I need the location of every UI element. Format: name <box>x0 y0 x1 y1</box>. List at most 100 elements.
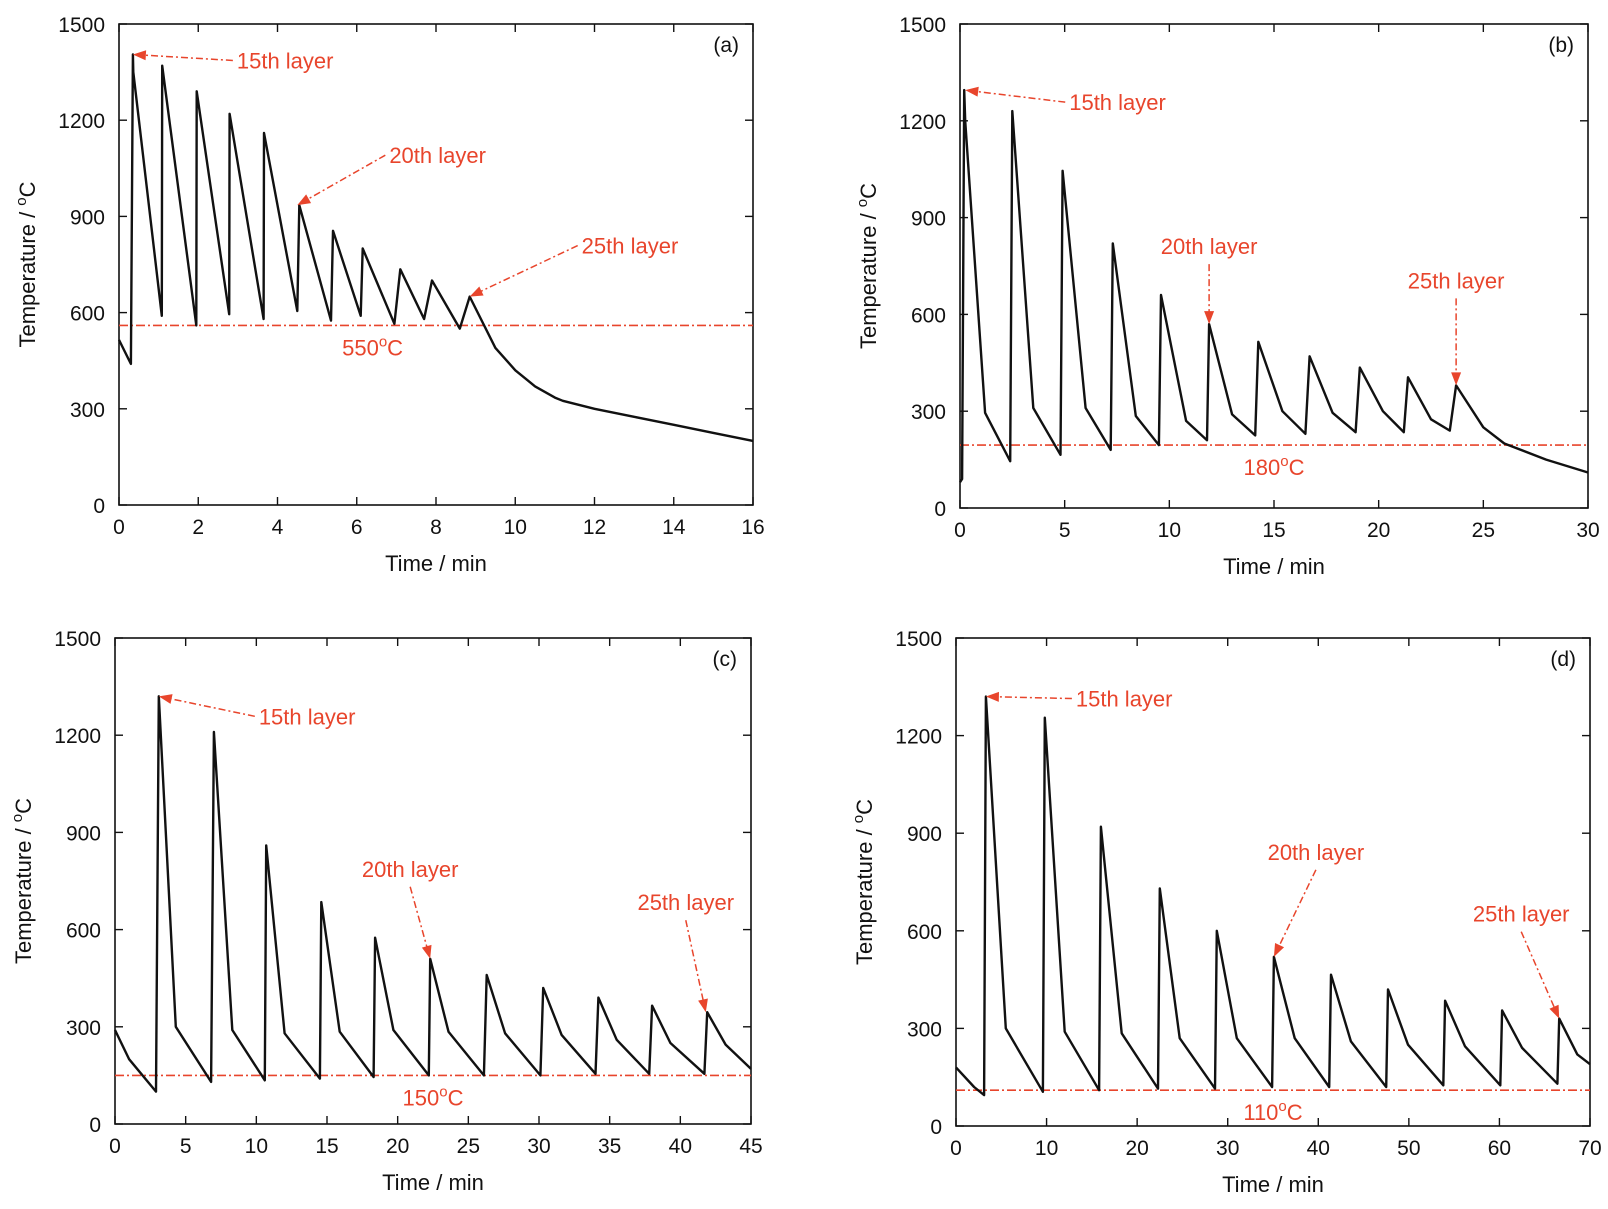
x-tick-label: 25 <box>1472 519 1495 542</box>
annotation-arrow-head <box>297 194 312 206</box>
annotation-label: 15th layer <box>237 48 334 73</box>
panel-label: (b) <box>1548 34 1574 57</box>
reference-label-value: 150 <box>403 1085 440 1110</box>
x-tick-label: 0 <box>109 1135 121 1158</box>
x-tick-label: 16 <box>741 516 764 539</box>
annotation-arrow-line <box>685 920 706 1009</box>
annotation-label: 20th layer <box>389 143 486 168</box>
plot-frame <box>114 637 752 1125</box>
x-tick-label: 50 <box>1397 1137 1420 1160</box>
annotation-arrow-head <box>1549 1004 1560 1019</box>
annotation-arrow-line <box>136 53 233 62</box>
y-axis-title: Temperature / oC <box>854 183 881 349</box>
reference-label-unit: C <box>448 1085 464 1110</box>
x-tick-label: 6 <box>351 516 363 539</box>
y-tick-label: 1500 <box>54 628 101 651</box>
reference-label: 550oC <box>342 333 403 360</box>
y-tick-label: 900 <box>70 206 105 229</box>
x-tick-label: 20 <box>386 1135 409 1158</box>
reference-label-sup: o <box>439 1083 447 1100</box>
x-tick-label: 30 <box>1576 519 1599 542</box>
annotation-arrow-line <box>300 154 386 204</box>
temperature-curve <box>117 53 754 443</box>
y-tick-label: 1500 <box>899 14 946 37</box>
y-axis-title-main: Temperature / <box>15 206 40 348</box>
annotation-label: 15th layer <box>259 704 356 729</box>
y-tick-label: 1200 <box>58 110 105 133</box>
plot-frame <box>955 637 1591 1127</box>
x-tick-label: 12 <box>583 516 606 539</box>
reference-label: 110oC <box>1243 1098 1302 1125</box>
x-tick-label: 4 <box>272 516 284 539</box>
reference-label-sup: o <box>379 333 387 350</box>
annotation-arrow-line <box>969 89 1066 103</box>
reference-label-unit: C <box>1289 455 1305 480</box>
y-tick-label: 300 <box>907 1018 942 1041</box>
x-tick-label: 8 <box>430 516 442 539</box>
annotation-label: 20th layer <box>362 857 459 882</box>
annotation-arrow-head <box>698 998 708 1013</box>
annotation-label: 20th layer <box>1268 840 1365 865</box>
plot-frame <box>118 23 754 506</box>
y-tick-label: 1500 <box>895 628 942 651</box>
panel-d: 0 10 20 30 40 50 60 70 0 300 600 900 1200 1500 Time / … <box>850 628 1602 1197</box>
y-tick-label: 300 <box>911 401 946 424</box>
x-tick-label: 0 <box>954 519 966 542</box>
x-tick-label: 70 <box>1578 1137 1601 1160</box>
x-tick-label: 20 <box>1125 1137 1148 1160</box>
x-tick-label: 25 <box>457 1135 480 1158</box>
y-tick-label: 900 <box>911 208 946 231</box>
y-tick-label: 600 <box>70 303 105 326</box>
x-axis-title: Time / min <box>1223 554 1325 579</box>
reference-label-unit: C <box>387 335 403 360</box>
x-tick-label: 10 <box>1158 519 1181 542</box>
y-axis-title: Temperature / oC <box>13 181 40 347</box>
x-tick-label: 5 <box>1059 519 1071 542</box>
annotation-label: 25th layer <box>1473 902 1570 927</box>
y-tick-label: 0 <box>93 495 105 518</box>
annotation-arrow-line <box>1274 869 1317 954</box>
annotation-label: 15th layer <box>1076 687 1173 712</box>
annotation-arrow-line <box>472 244 579 296</box>
y-axis-title-main: Temperature / <box>852 823 877 965</box>
panel-label: (d) <box>1550 648 1576 671</box>
y-tick-label: 0 <box>930 1116 942 1139</box>
annotation-arrow-line <box>162 696 255 718</box>
panel-a: 0 2 4 6 8 10 12 14 16 0 300 600 900 1200 1500 Time / mi… <box>13 14 765 576</box>
y-axis-title-sup: o <box>850 815 867 823</box>
annotation-arrow-head <box>1451 372 1462 386</box>
x-tick-label: 40 <box>1307 1137 1330 1160</box>
annotation-arrow-head <box>132 50 147 61</box>
x-tick-label: 0 <box>950 1137 962 1160</box>
x-tick-label: 10 <box>1035 1137 1058 1160</box>
reference-label-sup: o <box>1278 1098 1286 1115</box>
x-axis-title: Time / min <box>385 551 487 576</box>
y-tick-label: 1200 <box>899 111 946 134</box>
y-axis-title-unit: C <box>11 798 36 814</box>
reference-label-value: 110 <box>1243 1100 1278 1125</box>
annotation-arrow-head <box>965 86 979 97</box>
annotation-arrow-line <box>1520 931 1559 1016</box>
y-axis-title-unit: C <box>852 799 877 815</box>
y-axis-title-unit: C <box>856 183 881 199</box>
reference-label: 150oC <box>403 1083 464 1110</box>
x-tick-label: 30 <box>527 1135 550 1158</box>
annotation-arrow-head <box>421 944 432 959</box>
y-tick-label: 900 <box>907 823 942 846</box>
temperature-curve <box>955 695 1591 1097</box>
x-tick-label: 10 <box>245 1135 268 1158</box>
annotation-label: 25th layer <box>582 234 679 259</box>
x-tick-label: 20 <box>1367 519 1390 542</box>
annotation-label: 25th layer <box>637 890 734 915</box>
annotation-label: 15th layer <box>1069 90 1166 115</box>
y-axis-title-sup: o <box>9 814 26 822</box>
y-tick-label: 0 <box>934 498 946 521</box>
y-tick-label: 900 <box>66 822 101 845</box>
x-tick-label: 5 <box>180 1135 192 1158</box>
x-tick-label: 10 <box>504 516 527 539</box>
y-axis-title-unit: C <box>15 181 40 197</box>
y-tick-label: 0 <box>89 1114 101 1137</box>
y-tick-label: 300 <box>66 1017 101 1040</box>
